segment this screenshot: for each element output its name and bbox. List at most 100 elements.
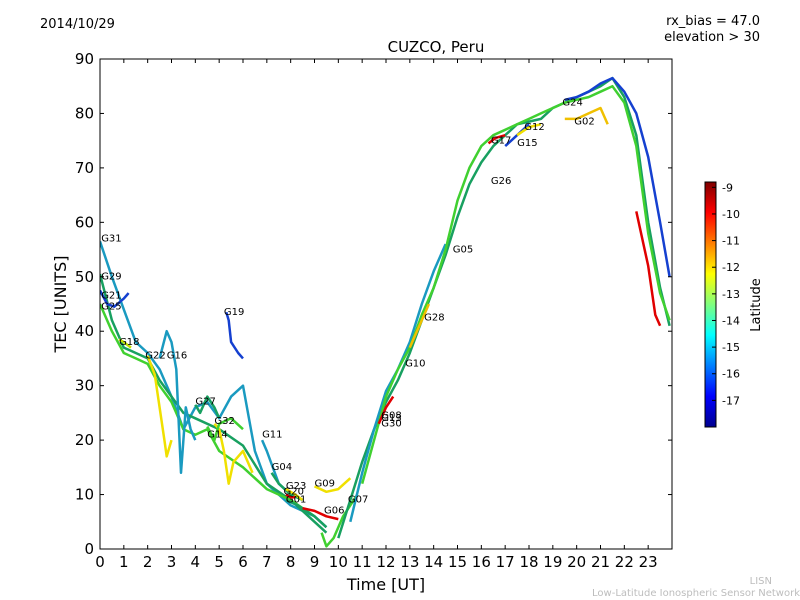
x-tick-label: 17 xyxy=(496,553,515,571)
axes: 0 1 2 3 4 5 6 7 8 9 10 11 12 13 14 15 16 17 18 19 20 21 22 2301… xyxy=(75,50,672,571)
satellite-label-g26: G26 xyxy=(491,176,511,187)
colorbar: -9 -10 -11 -12 -13 -14 -15 -16 -17 Latitude xyxy=(704,181,764,428)
series-layer xyxy=(100,76,671,548)
x-tick-label: 14 xyxy=(424,553,443,571)
watermark-lisn: LISN xyxy=(749,576,772,587)
satellite-label-g16: G16 xyxy=(167,350,187,361)
satellite-label-g30: G30 xyxy=(381,419,401,430)
x-tick-label: 11 xyxy=(353,553,372,571)
rx-bias-label: rx_bias = 47.0 xyxy=(666,14,760,29)
y-tick-label: 90 xyxy=(75,50,94,68)
colorbar-tick-label: -15 xyxy=(722,341,740,354)
series-line-g16 xyxy=(158,329,197,475)
colorbar-ticks: -9 -10 -11 -12 -13 -14 -15 -16 -17 xyxy=(712,181,740,407)
satellite-label-g06: G06 xyxy=(324,506,344,517)
satellite-label-g05: G05 xyxy=(453,244,473,255)
satellite-label-g09: G09 xyxy=(315,478,335,489)
x-axis-label: Time [UT] xyxy=(346,575,425,594)
series-line-g29 xyxy=(100,273,328,534)
x-tick-label: 9 xyxy=(310,553,320,571)
y-tick-label: 0 xyxy=(84,540,94,558)
series-line-g30 xyxy=(377,395,395,425)
satellite-label-g28: G28 xyxy=(424,312,444,323)
series-line-g14 xyxy=(206,417,244,442)
x-tick-label: 12 xyxy=(376,553,395,571)
satellite-label-g25: G25 xyxy=(101,301,121,312)
colorbar-tick-label: -14 xyxy=(722,314,740,327)
y-tick-label: 30 xyxy=(75,377,94,395)
series-line-g02 xyxy=(564,106,609,125)
x-tick-label: 15 xyxy=(448,553,467,571)
series-line-g09 xyxy=(313,477,352,494)
satellite-label-g04: G04 xyxy=(272,462,292,473)
satellite-label-g18: G18 xyxy=(119,337,139,348)
y-tick-label: 60 xyxy=(75,213,94,231)
x-tick-label: 20 xyxy=(567,553,586,571)
y-tick-label: 70 xyxy=(75,159,94,177)
series-line-g18 xyxy=(118,338,132,349)
series-line-g03 xyxy=(635,211,662,327)
date-label: 2014/10/29 xyxy=(40,17,115,32)
elevation-label: elevation > 30 xyxy=(664,30,760,45)
series-line-g28 xyxy=(408,303,431,349)
y-axis-label: TEC [UNITS] xyxy=(51,256,70,354)
series-line-g21 xyxy=(100,289,130,308)
satellite-label-g19: G19 xyxy=(224,307,244,318)
satellite-label-g32: G32 xyxy=(214,416,234,427)
satellite-label-g21: G21 xyxy=(101,291,121,302)
y-tick-label: 10 xyxy=(75,486,94,504)
satellite-label-g31: G31 xyxy=(101,233,121,244)
series-line-g24 xyxy=(564,76,671,278)
satellite-label-g08: G08 xyxy=(381,410,401,421)
satellite-label-g29: G29 xyxy=(101,272,121,283)
x-tick-label: 3 xyxy=(167,553,177,571)
series-line-g12 xyxy=(516,123,542,137)
y-tick-label: 80 xyxy=(75,104,94,122)
series-line-g27 xyxy=(194,395,221,419)
satellite-label-g14: G14 xyxy=(207,429,227,440)
y-tick-label: 20 xyxy=(75,431,94,449)
x-tick-label: 22 xyxy=(615,553,634,571)
x-tick-label: 6 xyxy=(238,553,248,571)
watermark-network: Low-Latitude Ionospheric Sensor Network xyxy=(592,588,800,599)
series-line-g32 xyxy=(213,422,254,485)
y-tick-label: 50 xyxy=(75,268,94,286)
series-line-g26 xyxy=(337,76,671,539)
series-line-g19 xyxy=(225,311,244,360)
colorbar-gradient xyxy=(704,181,717,428)
series-line-g20 xyxy=(285,493,296,499)
satellite-label-g07: G07 xyxy=(348,495,368,506)
satellite-label-g11: G11 xyxy=(262,429,282,440)
series-line-g23 xyxy=(285,488,304,501)
x-tick-label: 10 xyxy=(329,553,348,571)
x-tick-label: 19 xyxy=(543,553,562,571)
colorbar-tick-label: -9 xyxy=(722,181,733,194)
series-line-g04 xyxy=(270,472,304,502)
satellite-label-g15: G15 xyxy=(517,138,537,149)
satellite-label-g02: G02 xyxy=(574,116,594,127)
colorbar-tick-label: -10 xyxy=(722,208,740,221)
x-tick-label: 23 xyxy=(639,553,658,571)
colorbar-tick-label: -13 xyxy=(722,288,740,301)
satellite-label-g20: G20 xyxy=(284,487,304,498)
series-line-g22 xyxy=(146,355,173,458)
x-tick-label: 5 xyxy=(214,553,224,571)
colorbar-tick-label: -12 xyxy=(722,261,740,274)
series-line-g06 xyxy=(302,506,339,521)
colorbar-tick-label: -17 xyxy=(722,394,740,407)
x-tick-label: 4 xyxy=(191,553,201,571)
x-tick-label: 2 xyxy=(143,553,153,571)
x-tick-label: 0 xyxy=(95,553,105,571)
satellite-label-g24: G24 xyxy=(562,97,582,108)
colorbar-tick-label: -11 xyxy=(722,235,740,248)
satellite-label-g10: G10 xyxy=(405,359,425,370)
colorbar-label: Latitude xyxy=(749,278,764,332)
x-tick-label: 7 xyxy=(262,553,272,571)
series-line-g05 xyxy=(349,243,447,523)
x-tick-label: 13 xyxy=(400,553,419,571)
satellite-label-g12: G12 xyxy=(524,122,544,133)
x-tick-label: 18 xyxy=(519,553,538,571)
plot-frame xyxy=(99,58,673,550)
satellite-label-g17: G17 xyxy=(491,135,511,146)
